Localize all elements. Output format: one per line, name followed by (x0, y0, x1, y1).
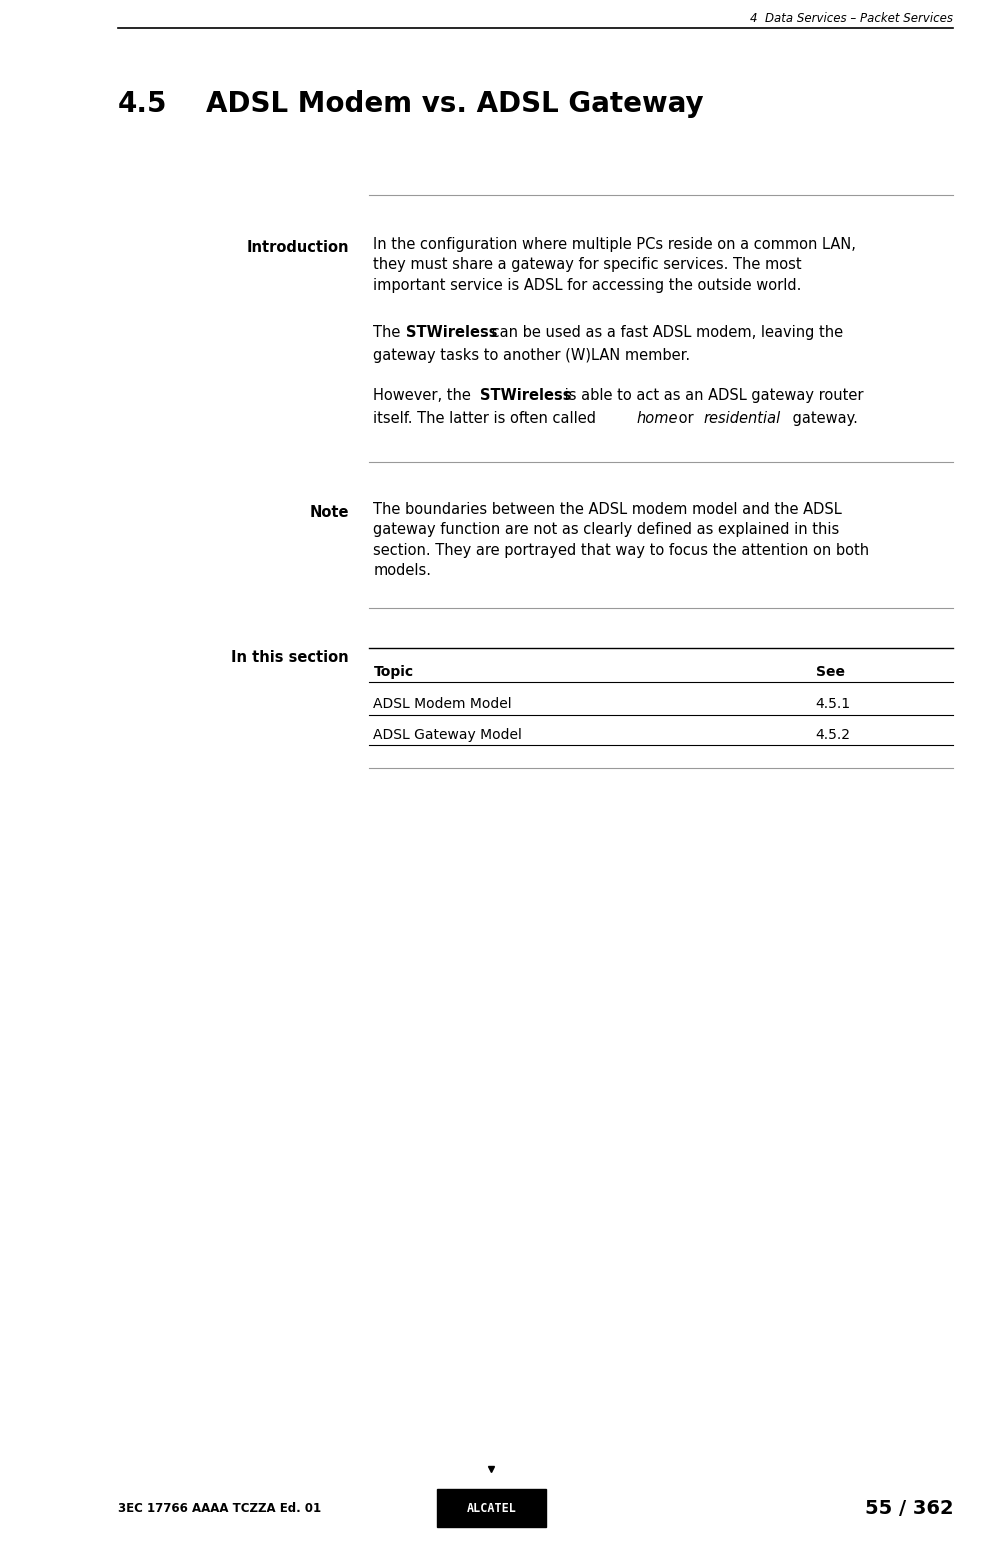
Text: However, the: However, the (374, 387, 476, 403)
Text: 4.5.1: 4.5.1 (816, 697, 851, 711)
Text: is able to act as an ADSL gateway router: is able to act as an ADSL gateway router (560, 387, 864, 403)
Text: ADSL Modem Model: ADSL Modem Model (374, 697, 512, 711)
Text: residential: residential (703, 410, 781, 426)
Text: itself. The latter is often called: itself. The latter is often called (374, 410, 601, 426)
Text: gateway tasks to another (W)LAN member.: gateway tasks to another (W)LAN member. (374, 349, 690, 363)
Text: 4  Data Services – Packet Services: 4 Data Services – Packet Services (750, 12, 953, 25)
Text: ADSL Modem vs. ADSL Gateway: ADSL Modem vs. ADSL Gateway (207, 89, 704, 117)
Bar (438, 1489, 545, 1528)
Text: 3EC 17766 AAAA TCZZA Ed. 01: 3EC 17766 AAAA TCZZA Ed. 01 (118, 1501, 321, 1515)
Text: 4.5: 4.5 (118, 89, 168, 117)
Text: 55 / 362: 55 / 362 (865, 1498, 953, 1517)
Text: STWireless: STWireless (480, 387, 571, 403)
Text: See: See (816, 665, 845, 679)
Text: In this section: In this section (232, 650, 349, 665)
Text: In the configuration where multiple PCs reside on a common LAN,
they must share : In the configuration where multiple PCs … (374, 238, 856, 293)
Text: STWireless: STWireless (406, 326, 498, 339)
Text: can be used as a fast ADSL modem, leaving the: can be used as a fast ADSL modem, leavin… (487, 326, 843, 339)
Text: Note: Note (310, 505, 349, 520)
Text: The boundaries between the ADSL modem model and the ADSL
gateway function are no: The boundaries between the ADSL modem mo… (374, 501, 869, 579)
Text: The: The (374, 326, 406, 339)
Text: home: home (637, 410, 678, 426)
Text: ADSL Gateway Model: ADSL Gateway Model (374, 728, 522, 742)
Text: ALCATEL: ALCATEL (467, 1501, 516, 1515)
Text: gateway.: gateway. (788, 410, 858, 426)
Text: or: or (674, 410, 698, 426)
Text: Introduction: Introduction (247, 241, 349, 255)
Text: Topic: Topic (374, 665, 414, 679)
Text: 4.5.2: 4.5.2 (816, 728, 851, 742)
